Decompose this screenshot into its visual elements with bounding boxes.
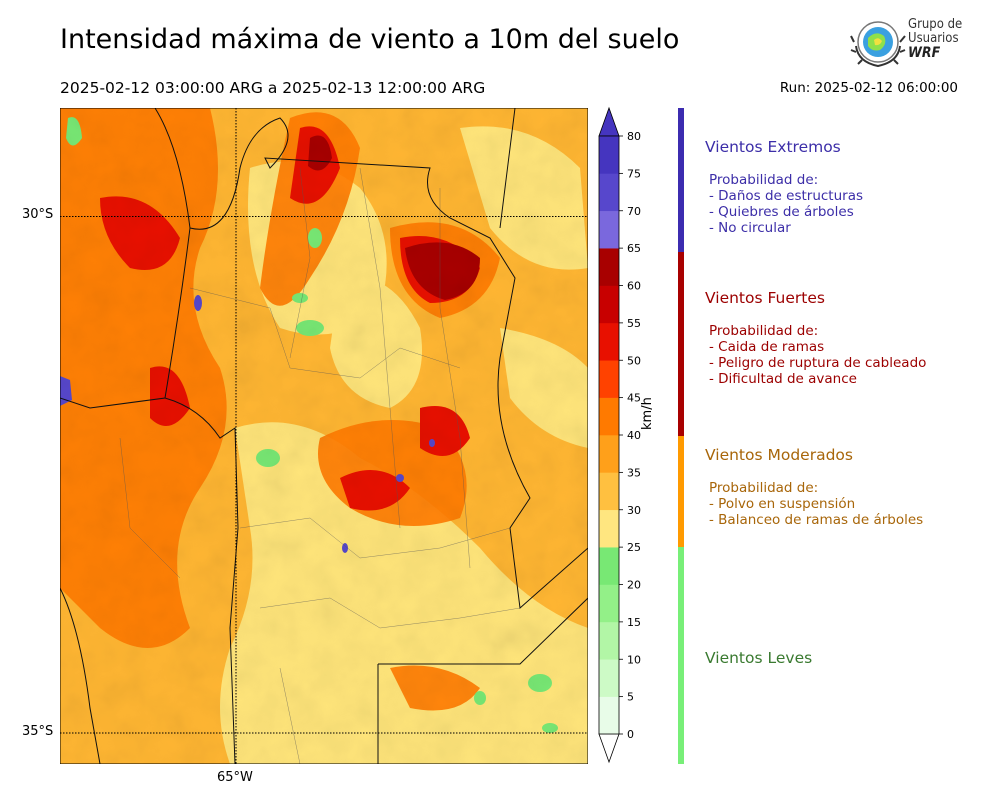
province-borders	[60, 108, 588, 764]
colorbar-tick-label: 5	[627, 691, 634, 704]
colorbar-segment	[599, 509, 619, 548]
wind-map	[60, 108, 588, 764]
colorbar-segment	[599, 173, 619, 212]
wrf-logo	[850, 21, 906, 68]
category-block: Vientos Fuertes Probabilidad de: - Caida d…	[705, 289, 926, 387]
category-description-line: Probabilidad de:	[709, 172, 819, 188]
category-description: Probabilidad de: - Caida de ramas - Peligr…	[705, 323, 926, 387]
category-bar	[678, 108, 684, 252]
colorbar-tick-label: 20	[627, 579, 641, 592]
page-title: Intensidad máxima de viento a 10m del su…	[60, 24, 680, 55]
category-description-line: - Quiebres de árboles	[709, 204, 854, 220]
colorbar-tick-label: 15	[627, 616, 641, 629]
colorbar-segment	[599, 696, 619, 735]
category-description-line: - Daños de estructuras	[709, 188, 864, 204]
colorbar-segment	[599, 472, 619, 511]
colorbar-segment	[599, 659, 619, 697]
colorbar-tick-label: 80	[627, 130, 641, 143]
colorbar-extend-max	[598, 106, 620, 137]
category-description: Probabilidad de: - Daños de estructuras - …	[705, 172, 863, 236]
category-name: Vientos Moderados	[705, 446, 853, 464]
category-block: Vientos Leves	[705, 649, 812, 667]
category-name: Vientos Fuertes	[705, 289, 825, 307]
category-description-line: - Caida de ramas	[709, 339, 825, 355]
colorbar-segment	[599, 210, 619, 249]
colorbar-tick-label: 60	[627, 280, 641, 293]
colorbar-tick-label: 40	[627, 429, 641, 442]
colorbar-segment	[599, 435, 619, 473]
texture	[60, 108, 588, 764]
colorbar-tick-label: 35	[627, 466, 641, 479]
colorbar-tick-label: 65	[627, 242, 641, 255]
category-bar	[678, 436, 684, 547]
run-time: Run: 2025-02-12 06:00:00	[779, 80, 958, 96]
category-description-line: - Dificultad de avance	[709, 371, 857, 387]
colorbar-tick-label: 75	[627, 167, 641, 180]
colorbar-segment	[599, 584, 619, 623]
category-description-line: Probabilidad de:	[709, 323, 819, 339]
category-name: Vientos Leves	[705, 649, 813, 667]
category-description: Probabilidad de: - Polvo en suspensión - B…	[705, 480, 923, 528]
category-bar	[678, 547, 684, 764]
colorbar-tick-label: 45	[627, 392, 641, 405]
forecast-period: 2025-02-12 03:00:00 ARG a 2025-02-13 12:…	[60, 79, 486, 97]
colorbar-segment	[599, 136, 619, 174]
logo-text: Grupo de Usuarios WRF	[908, 17, 963, 61]
logo-line-2: Usuarios	[908, 31, 959, 46]
colorbar-segment	[599, 397, 619, 436]
category-description-line: Probabilidad de:	[709, 480, 819, 496]
category-description-line: - Balanceo de ramas de árboles	[709, 512, 924, 528]
colorbar-tick-label: 55	[627, 317, 641, 330]
latitude-label: 35°S	[22, 724, 54, 739]
category-name: Vientos Extremos	[705, 138, 841, 156]
latitude-label: 30°S	[22, 207, 54, 223]
department-borders	[119, 167, 521, 764]
colorbar-segment	[599, 360, 619, 398]
colorbar-segment	[599, 547, 619, 585]
colorbar-tick-label: 0	[627, 728, 634, 741]
category-description-line: - Polvo en suspensión	[709, 496, 856, 512]
graticule	[60, 108, 588, 764]
colorbar-tick-label: 70	[627, 205, 641, 218]
colorbar-tick-label: 25	[627, 541, 641, 554]
colorbar-tick-label: 50	[627, 354, 641, 367]
colorbar-segment	[599, 285, 619, 324]
colorbar-segment	[599, 621, 619, 660]
category-block: Vientos Moderados Probabilidad de: - Polvo…	[705, 446, 923, 528]
colorbar: 0 5 10 15 20 25 30 35 40 45 50 55 60 65 70 75 80	[598, 106, 641, 764]
colorbar-segment	[599, 322, 619, 361]
colorbar-tick-label: 10	[627, 653, 641, 666]
category-block: Vientos Extremos Probabilidad de: - Daños …	[705, 138, 863, 236]
category-bar	[678, 252, 684, 436]
category-description-line: - Peligro de ruptura de cableado	[709, 355, 927, 371]
logo-line-1: Grupo de	[908, 17, 963, 32]
colorbar-units: km/h	[640, 397, 655, 430]
category-description-line: - No circular	[709, 220, 791, 236]
logo-line-3: WRF	[908, 45, 941, 61]
colorbar-segment	[599, 248, 619, 286]
colorbar-extend-min	[598, 733, 620, 764]
longitude-label: 65°W	[217, 770, 253, 785]
colorbar-tick-label: 30	[627, 504, 641, 517]
